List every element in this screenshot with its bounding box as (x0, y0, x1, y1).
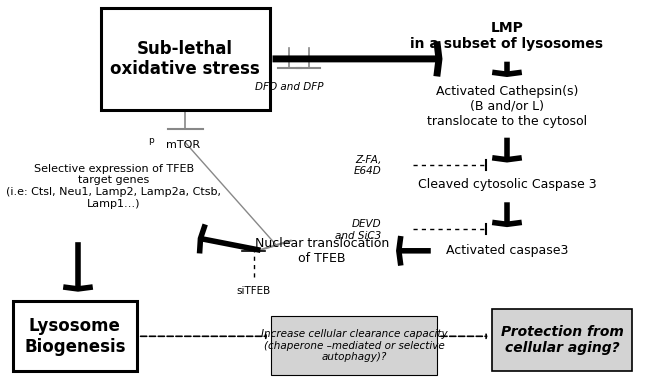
FancyBboxPatch shape (493, 309, 632, 372)
Text: Nuclear translocation
of TFEB: Nuclear translocation of TFEB (255, 237, 389, 265)
Text: Activated Cathepsin(s)
(B and/or L)
translocate to the cytosol: Activated Cathepsin(s) (B and/or L) tran… (427, 85, 587, 128)
FancyBboxPatch shape (272, 316, 437, 375)
Text: Protection from
cellular aging?: Protection from cellular aging? (500, 325, 624, 355)
FancyBboxPatch shape (13, 301, 136, 372)
Text: Cleaved cytosolic Caspase 3: Cleaved cytosolic Caspase 3 (418, 178, 596, 191)
Text: Lysosome
Biogenesis: Lysosome Biogenesis (24, 317, 125, 356)
Text: Activated caspase3: Activated caspase3 (446, 244, 568, 257)
Text: p: p (149, 136, 154, 145)
Text: Sub-lethal
oxidative stress: Sub-lethal oxidative stress (111, 40, 260, 78)
Text: DEVD
and SiC3: DEVD and SiC3 (335, 219, 382, 241)
Text: Selective expression of TFEB
target genes
(i.e: Ctsl, Neu1, Lamp2, Lamp2a, Ctsb,: Selective expression of TFEB target gene… (6, 164, 221, 209)
Text: LMP
in a subset of lysosomes: LMP in a subset of lysosomes (411, 21, 603, 51)
Text: mTOR: mTOR (166, 140, 200, 150)
Text: Z-FA,
E64D: Z-FA, E64D (354, 155, 382, 176)
Text: siTFEB: siTFEB (237, 286, 270, 296)
Text: Increase cellular clearance capacity
(chaperone –mediated or selective
autophagy: Increase cellular clearance capacity (ch… (261, 329, 448, 363)
FancyBboxPatch shape (101, 8, 270, 110)
Text: DFO and DFP: DFO and DFP (255, 82, 324, 92)
